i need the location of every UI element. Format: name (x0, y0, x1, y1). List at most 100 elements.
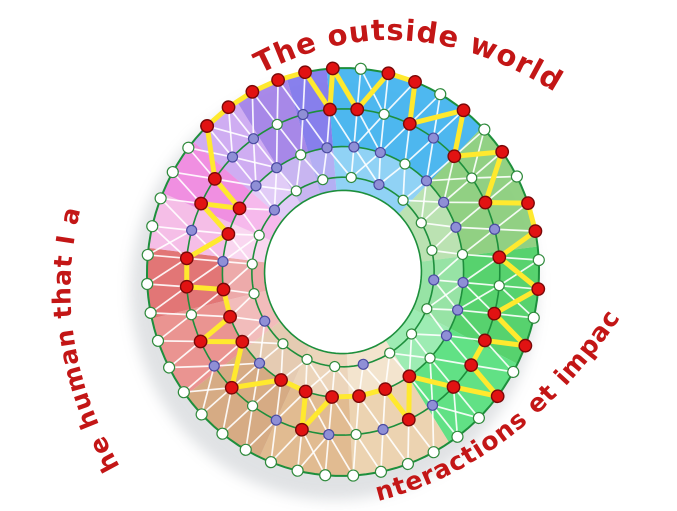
white-node (154, 192, 167, 205)
mesh-line (380, 429, 384, 472)
white-node (510, 170, 523, 183)
purple-node (489, 223, 501, 235)
mesh-line (455, 226, 495, 231)
mesh-line (150, 312, 192, 316)
mesh-line (277, 79, 304, 116)
mesh-line (409, 93, 441, 125)
mesh-line (382, 428, 409, 465)
purple-node (253, 357, 266, 369)
mesh-line (431, 405, 435, 453)
white-node (426, 244, 438, 256)
mesh-line (494, 202, 529, 230)
mesh-line (276, 123, 302, 156)
purple-node (217, 255, 229, 268)
white-node (507, 365, 520, 379)
mesh-line (251, 91, 255, 139)
red-node (528, 224, 543, 239)
mesh-line (221, 387, 233, 434)
mesh-line (355, 433, 382, 473)
mesh-line (150, 286, 188, 314)
red-node (325, 61, 340, 76)
white-node (264, 456, 278, 469)
red-node (232, 201, 247, 216)
red-node (274, 373, 288, 387)
mesh-line (252, 138, 278, 169)
purple-node (321, 142, 333, 154)
mesh-line (306, 358, 333, 398)
white-node (185, 309, 197, 321)
mesh-line (295, 154, 302, 192)
purple-node (247, 133, 260, 145)
red-node (323, 102, 337, 117)
red-node (298, 65, 312, 80)
label-human-that-i-am: The human that I am (0, 0, 125, 477)
white-node (317, 174, 329, 186)
purple-node (268, 204, 281, 216)
white-node (466, 172, 478, 184)
mesh-line (353, 113, 385, 148)
mesh-line (270, 429, 303, 463)
red-node (521, 196, 535, 211)
red-node (200, 119, 215, 133)
red-node (216, 282, 231, 297)
mesh-line (425, 137, 435, 181)
mesh-line (452, 386, 459, 437)
red-node (401, 412, 416, 427)
white-node (451, 430, 464, 443)
mesh-line (222, 234, 260, 263)
mesh-line (462, 256, 500, 284)
white-node (295, 149, 307, 161)
white-node (399, 158, 411, 170)
mesh-line (299, 114, 304, 155)
purple-node (226, 151, 239, 163)
white-node (350, 428, 362, 441)
red-node (207, 171, 222, 186)
purple-node (452, 304, 464, 316)
mesh-line (426, 177, 472, 182)
white-node (141, 277, 154, 291)
mesh-line (273, 167, 278, 211)
mesh-line (146, 257, 188, 285)
white-node (345, 171, 357, 184)
mesh-line (402, 163, 406, 201)
mesh-line (245, 419, 277, 451)
white-node (532, 253, 545, 267)
mesh-line (244, 405, 254, 450)
mesh-line (443, 201, 486, 204)
red-node (350, 102, 365, 117)
white-node (401, 457, 415, 471)
red-node (221, 100, 236, 115)
white-node (493, 280, 505, 292)
label-human-that-i-am-text: The human that I am (0, 0, 124, 477)
mesh-line (302, 72, 306, 115)
sector-tan-deep (185, 321, 310, 458)
purple-node (348, 141, 360, 153)
white-node (271, 118, 283, 131)
white-node (144, 306, 157, 319)
red-node (456, 103, 471, 118)
white-node (246, 400, 259, 412)
white-node (277, 338, 289, 350)
red-node (298, 384, 313, 399)
purple-node (450, 221, 462, 233)
mesh-line (352, 434, 357, 476)
purple-node (297, 108, 309, 121)
white-node (216, 427, 229, 440)
mesh-line (152, 225, 192, 232)
purple-node (426, 399, 439, 411)
mesh-line (324, 434, 330, 476)
mesh-line (276, 79, 279, 125)
mesh-line (231, 156, 257, 187)
mesh-line (270, 420, 278, 463)
red-node (352, 389, 366, 404)
white-node (384, 347, 396, 359)
red-node (179, 279, 194, 294)
white-node (290, 185, 302, 197)
mesh-line (350, 151, 381, 179)
red-node (492, 250, 507, 265)
white-node (527, 311, 540, 324)
mesh-line (471, 364, 514, 373)
mesh-line (426, 281, 464, 310)
mesh-line (431, 404, 459, 438)
purple-node (374, 146, 386, 159)
